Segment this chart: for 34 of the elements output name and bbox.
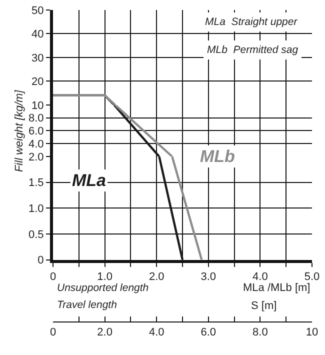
y-tick-label: 30 [32,52,44,64]
y-tick-label: 0 [38,254,44,267]
y-tick-label: 0.5 [28,228,44,241]
series-label: MLb [200,147,235,166]
annotation: MLb Permitted sag [207,44,298,56]
y-tick-label: 6.0 [28,126,44,138]
y-tick-label: 10 [32,100,44,112]
x2-tick-label: 4.0 [148,326,164,339]
y-tick-label: 1.5 [28,177,44,190]
x2-tick-label: 10 [306,326,318,339]
x-tick-label: 4.0 [252,270,268,283]
y-tick-label: 20 [32,76,44,88]
x-tick-label: 2.0 [148,270,164,283]
x-tick-label: 5.0 [304,270,320,283]
annotation: MLa Straight upper [205,16,298,28]
x-tick-label: 3.0 [200,270,216,283]
y-tick-label: 2.0 [28,151,44,164]
x2-axis-title: S [m] [251,300,277,312]
text: Unsupported length [57,282,149,294]
y-tick-label: 1.0 [28,202,44,215]
y-tick-label: 40 [32,28,44,41]
x2-tick-label: 2.0 [97,326,112,339]
x-tick-label: 0 [50,270,56,283]
x-tick-label: 1.0 [97,270,112,283]
x-axis-title: MLa /MLb [m] [243,282,310,294]
text: MLa [72,171,106,190]
y-tick-label: 50 [32,4,44,17]
y-tick-label: 4.0 [28,138,44,150]
text: Travel length [57,299,118,311]
y-tick-label: 8.0 [28,112,44,125]
x2-tick-label: 0 [50,326,56,339]
x2-tick-label: 6.0 [200,326,216,339]
y-axis-title: Fill weight [kg/m] [14,89,26,172]
x2-tick-label: 8.0 [252,326,268,339]
